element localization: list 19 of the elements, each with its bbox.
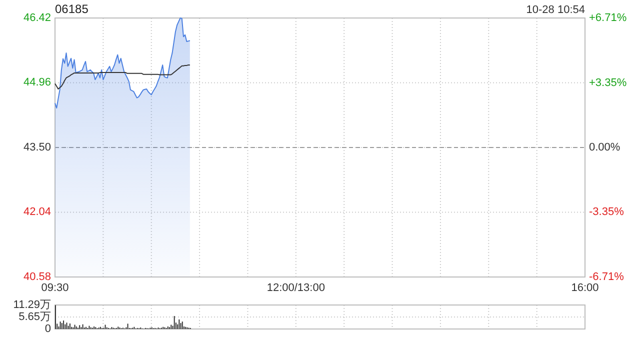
x-tick-label: 09:30 [41, 282, 69, 294]
y-tick-label: 0 [44, 322, 51, 335]
y2-tick-label: 0.00% [589, 141, 620, 154]
x-tick-label: 16:00 [571, 282, 599, 294]
x-tick-label: 12:00/13:00 [266, 282, 325, 294]
y-tick-label: 46.42 [23, 12, 51, 24]
text: 10-28 10:54 [526, 4, 585, 16]
y-tick-label: 40.58 [23, 270, 51, 283]
y2-tick-label: +3.35% [589, 76, 627, 89]
y-tick-label: 11.29万 [13, 298, 51, 311]
y2-tick-label: -6.71% [589, 270, 624, 283]
line-series [54, 64, 190, 90]
y-tick-label: 5.65万 [18, 310, 51, 323]
chart-title: 06185 [55, 2, 89, 16]
y2-tick-label: -3.35% [589, 206, 624, 218]
y-tick-label: 43.50 [23, 141, 51, 154]
y-tick-label: 44.96 [23, 76, 51, 89]
y-tick-label: 42.04 [23, 206, 51, 218]
y2-tick-label: +6.71% [589, 12, 627, 24]
